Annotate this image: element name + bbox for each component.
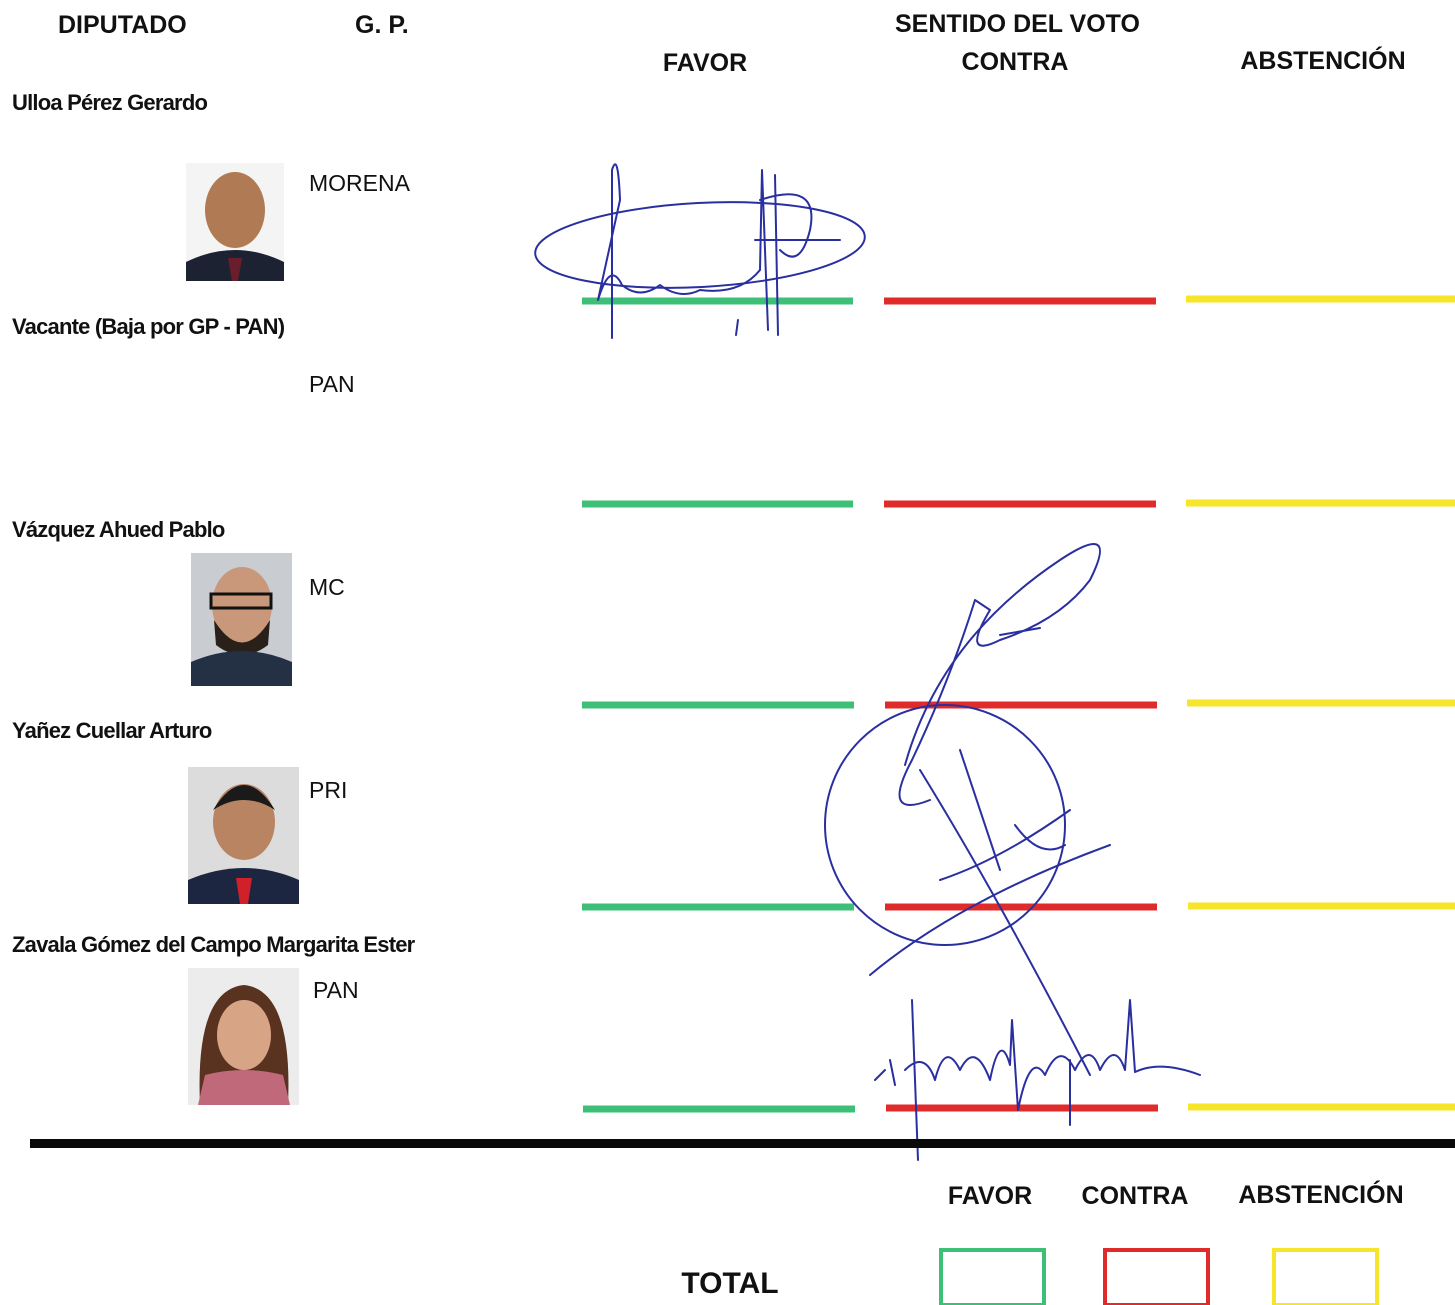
header-diputado: DIPUTADO xyxy=(58,11,187,39)
vote-lines xyxy=(582,295,1455,1113)
party: PAN xyxy=(309,371,355,397)
deputy-name: Zavala Gómez del Campo Margarita Ester xyxy=(12,932,416,957)
total-label: TOTAL xyxy=(681,1267,778,1300)
header-favor: FAVOR xyxy=(663,49,747,77)
deputy-name: Ulloa Pérez Gerardo xyxy=(12,90,207,115)
total-box-contra xyxy=(1103,1248,1210,1305)
photo xyxy=(188,767,299,904)
photo xyxy=(186,163,284,281)
signature xyxy=(874,999,1201,1161)
deputy-name: Vázquez Ahued Pablo xyxy=(12,517,225,542)
header-sentido: SENTIDO DEL VOTO xyxy=(895,10,1140,38)
header-contra: CONTRA xyxy=(962,48,1069,76)
deputy-name: Vacante (Baja por GP - PAN) xyxy=(12,314,285,339)
photo xyxy=(191,553,292,686)
separator xyxy=(30,1139,1455,1148)
party: MC xyxy=(309,574,345,600)
party: PRI xyxy=(309,777,347,803)
party: MORENA xyxy=(309,170,411,196)
photo xyxy=(188,968,299,1105)
total-box-abstencion xyxy=(1272,1248,1379,1305)
deputy-name: Yañez Cuellar Arturo xyxy=(12,718,212,743)
header-abstencion: ABSTENCIÓN xyxy=(1240,45,1405,75)
signature xyxy=(534,163,866,339)
total-favor: FAVOR xyxy=(948,1182,1032,1210)
header-gp: G. P. xyxy=(355,11,409,39)
signature xyxy=(824,543,1111,1076)
total-contra: CONTRA xyxy=(1082,1182,1189,1210)
total-box-favor xyxy=(939,1248,1046,1305)
total-abstencion: ABSTENCIÓN xyxy=(1238,1179,1403,1209)
party: PAN xyxy=(313,977,359,1003)
